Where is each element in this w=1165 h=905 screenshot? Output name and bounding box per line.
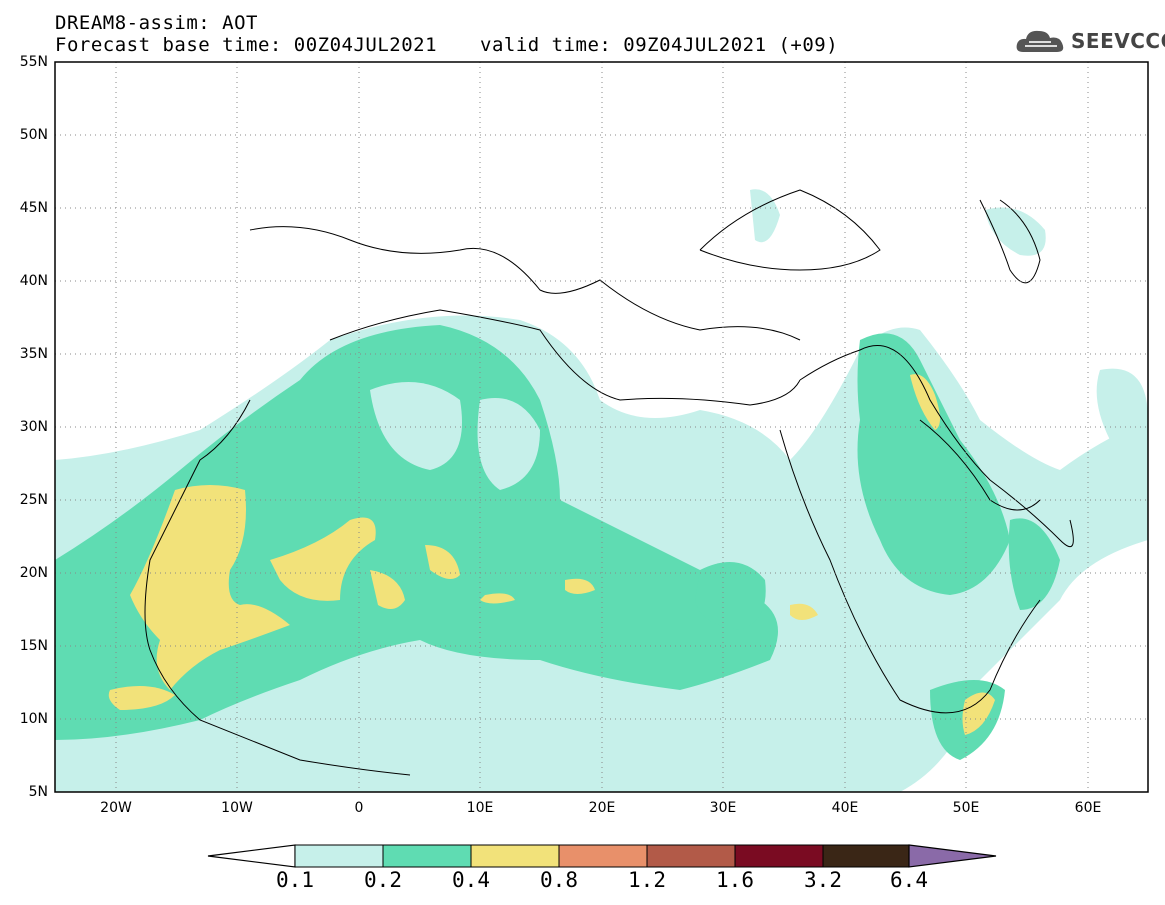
aot-band-0.4 (910, 374, 940, 430)
coastline-persian-gulf (919, 419, 1041, 511)
forecast-base-time: Forecast base time: 00Z04JUL2021 (55, 34, 438, 56)
aot-band-0.2 (695, 562, 766, 630)
aot-band-0.2 (857, 333, 1010, 595)
cloud-icon (1016, 30, 1064, 52)
aot-field (55, 189, 1148, 792)
aot-band-0.4 (790, 603, 818, 620)
colorbar-swatch (558, 844, 648, 868)
coastline-north-africa (329, 309, 801, 406)
lon-label: 10W (221, 800, 253, 816)
lat-label: 40N (19, 273, 48, 289)
colorbar-label: 1.6 (716, 868, 754, 892)
colorbar-label: 1.2 (628, 868, 666, 892)
colorbar-label: 0.4 (452, 868, 490, 892)
aot-band-0.4 (480, 593, 515, 604)
aot-band-0.4 (565, 578, 595, 594)
lon-label: 50E (952, 800, 980, 816)
coastline-europe (249, 226, 801, 341)
aot-band-0.4 (108, 686, 175, 710)
lon-label: 30E (709, 800, 737, 816)
coastline-red-sea (779, 429, 1041, 714)
lon-label: 60E (1074, 800, 1102, 816)
valid-time: valid time: 09Z04JUL2021 (+09) (480, 34, 839, 56)
colorbar (207, 844, 997, 868)
colorbar-swatch (734, 844, 824, 868)
aot-band-0.1 (370, 382, 462, 470)
lon-label: 20W (100, 800, 132, 816)
lat-label: 20N (19, 565, 48, 581)
lat-label: 10N (19, 711, 48, 727)
colorbar-under-arrow (207, 844, 296, 868)
lat-label: 45N (19, 200, 48, 216)
coastline-caspian (979, 199, 1041, 284)
colorbar-label: 6.4 (890, 868, 928, 892)
coastline-black-sea (699, 189, 881, 271)
aot-band-0.1 (985, 207, 1046, 256)
aot-band-0.1 (750, 189, 780, 243)
aot-band-0.2 (1008, 518, 1060, 610)
coastline-west-africa (144, 399, 411, 776)
logo-text: SEEVCCC (1071, 29, 1165, 53)
lat-label: 5N (28, 784, 48, 800)
coastlines (144, 189, 1074, 776)
aot-band-0.4 (270, 517, 376, 601)
lat-label: 30N (19, 419, 48, 435)
aot-band-0.1 (477, 398, 540, 490)
lon-label: 40E (831, 800, 859, 816)
aot-band-0.4 (962, 692, 995, 735)
graticule (55, 62, 1148, 792)
lat-label: 55N (19, 54, 48, 70)
lon-label: 0 (354, 800, 364, 816)
lat-label: 35N (19, 346, 48, 362)
lat-label: 25N (19, 492, 48, 508)
lon-label: 20E (588, 800, 616, 816)
lat-label: 50N (19, 127, 48, 143)
map-frame (54, 61, 1149, 793)
colorbar-swatch (646, 844, 736, 868)
map-title: DREAM8-assim: AOT (55, 12, 258, 34)
seevccc-logo: SEEVCCC (1015, 26, 1165, 56)
aot-band-0.1 (1096, 368, 1148, 440)
colorbar-label: 0.8 (540, 868, 578, 892)
aot-band-0.4 (370, 570, 405, 609)
colorbar-label: 0.1 (276, 868, 314, 892)
colorbar-label: 0.2 (364, 868, 402, 892)
colorbar-swatch (294, 844, 384, 868)
colorbar-swatch (822, 844, 910, 868)
colorbar-swatch (470, 844, 560, 868)
coastline-arabia (799, 345, 1074, 548)
lat-label: 15N (19, 638, 48, 654)
colorbar-over-arrow (908, 844, 997, 868)
colorbar-label: 3.2 (804, 868, 842, 892)
aot-band-0.4 (425, 545, 460, 579)
colorbar-swatch (382, 844, 472, 868)
aot-band-0.4 (130, 485, 290, 690)
lon-label: 10E (466, 800, 494, 816)
